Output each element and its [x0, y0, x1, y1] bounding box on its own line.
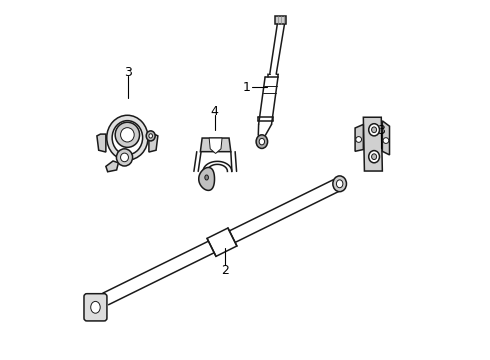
Text: 1: 1 [243, 81, 251, 94]
Ellipse shape [107, 115, 148, 160]
Bar [275, 17, 286, 24]
Ellipse shape [259, 138, 265, 145]
Ellipse shape [256, 135, 268, 148]
Polygon shape [364, 117, 382, 171]
Polygon shape [199, 167, 215, 190]
Ellipse shape [117, 149, 133, 166]
Ellipse shape [368, 150, 379, 163]
FancyBboxPatch shape [84, 294, 107, 321]
Ellipse shape [383, 138, 389, 143]
Ellipse shape [371, 127, 377, 133]
Text: 3: 3 [124, 66, 132, 79]
Ellipse shape [149, 134, 152, 138]
Text: 2: 2 [221, 264, 229, 277]
Polygon shape [209, 138, 222, 153]
Polygon shape [200, 138, 231, 152]
Polygon shape [149, 134, 158, 152]
Ellipse shape [371, 154, 377, 159]
Polygon shape [355, 125, 364, 151]
Ellipse shape [337, 180, 343, 188]
Ellipse shape [333, 176, 346, 192]
Ellipse shape [112, 121, 143, 155]
Ellipse shape [121, 128, 134, 142]
Ellipse shape [205, 175, 208, 180]
Polygon shape [207, 228, 237, 256]
Polygon shape [106, 161, 119, 172]
Polygon shape [382, 121, 390, 155]
Ellipse shape [121, 153, 128, 162]
Ellipse shape [146, 131, 155, 141]
Ellipse shape [368, 124, 379, 136]
Ellipse shape [356, 136, 362, 142]
Polygon shape [97, 134, 106, 152]
Text: 4: 4 [211, 105, 219, 118]
Ellipse shape [91, 301, 100, 313]
Ellipse shape [115, 122, 140, 147]
Text: 3: 3 [377, 124, 385, 137]
